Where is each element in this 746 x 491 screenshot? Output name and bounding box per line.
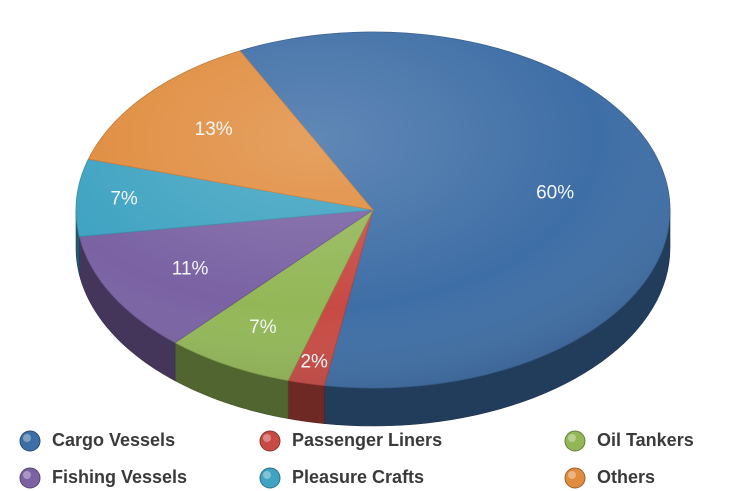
legend-swatch-highlight [263, 471, 271, 479]
legend-swatch [564, 430, 586, 452]
legend-label: Cargo Vessels [52, 430, 175, 450]
legend-item: Cargo Vessels [19, 430, 175, 452]
legend-label: Pleasure Crafts [292, 467, 424, 487]
legend-swatch-highlight [263, 434, 271, 442]
legend-swatch [259, 467, 281, 489]
pie-side-passenger-liners [287, 380, 325, 424]
legend-label: Passenger Liners [292, 430, 442, 450]
slice-value-label: 7% [110, 189, 138, 210]
legend-swatch [19, 467, 41, 489]
legend-item: Passenger Liners [259, 430, 442, 452]
legend-label: Fishing Vessels [52, 467, 187, 487]
slice-value-label: 13% [195, 119, 233, 140]
legend: Cargo Vessels Passenger Liners Oil Tankers… [19, 430, 694, 489]
slice-value-label: 2% [300, 352, 328, 373]
slice-value-label: 7% [249, 317, 277, 338]
legend-swatch-highlight [568, 471, 576, 479]
legend-swatch-highlight [23, 471, 31, 479]
legend-label: Others [597, 467, 655, 487]
legend-swatch-highlight [23, 434, 31, 442]
legend-swatch [259, 430, 281, 452]
legend-label: Oil Tankers [597, 430, 694, 450]
legend-item: Others [564, 467, 655, 489]
legend-item: Oil Tankers [564, 430, 694, 452]
slice-value-label: 60% [536, 183, 574, 204]
legend-swatch-highlight [568, 434, 576, 442]
legend-swatch [564, 467, 586, 489]
legend-swatch [19, 430, 41, 452]
legend-item: Fishing Vessels [19, 467, 187, 489]
legend-item: Pleasure Crafts [259, 467, 424, 489]
slice-labels: 60% 2% 7% 11% 7% 13% [110, 119, 574, 373]
slice-value-label: 11% [172, 258, 209, 279]
pie-tops [75, 31, 671, 389]
